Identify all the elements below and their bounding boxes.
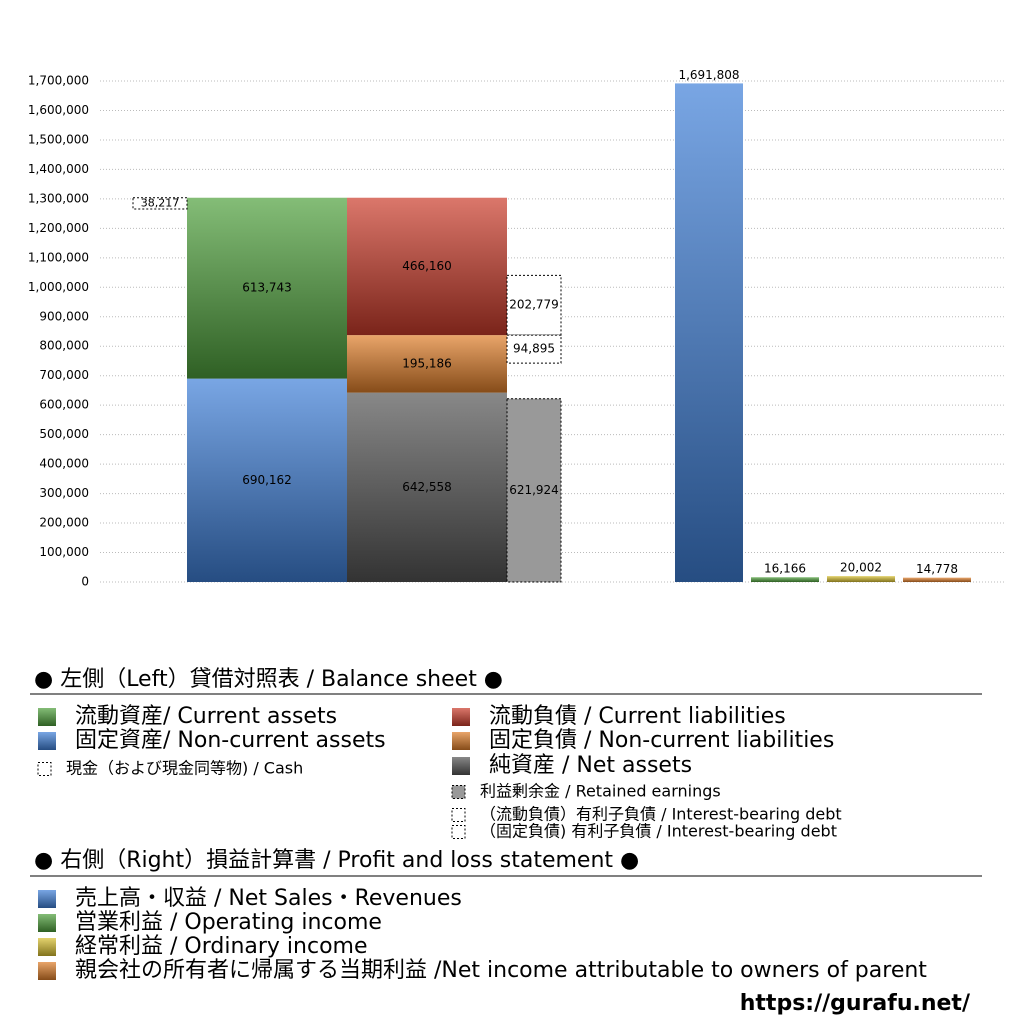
data-label: 621,924 xyxy=(509,483,559,497)
legend-label: 現金（および現金同等物) / Cash xyxy=(66,759,303,778)
data-label: 1,691,808 xyxy=(678,68,739,82)
data-label: 466,160 xyxy=(402,259,452,273)
y-tick-label: 1,600,000 xyxy=(28,103,89,117)
y-tick-label: 900,000 xyxy=(39,309,89,323)
y-tick-label: 100,000 xyxy=(39,545,89,559)
bar xyxy=(347,197,507,336)
bar xyxy=(347,335,507,393)
legend-label: 営業利益 / Operating income xyxy=(75,910,382,935)
legend-swatch xyxy=(38,962,56,980)
y-tick-label: 1,100,000 xyxy=(28,250,89,264)
legend-label: 流動資産/ Current assets xyxy=(75,704,337,729)
data-label: 202,779 xyxy=(509,298,559,312)
legend-swatch xyxy=(37,762,52,776)
legend-swatch xyxy=(452,708,470,726)
balance-sheet-title: ● 左側（Left）貸借対照表 / Balance sheet ● xyxy=(34,667,503,692)
y-tick-label: 400,000 xyxy=(39,457,89,471)
legend-label: 固定負債 / Non-current liabilities xyxy=(489,728,834,753)
y-tick-label: 800,000 xyxy=(39,339,89,353)
legend-label: 親会社の所有者に帰属する当期利益 /Net income attributabl… xyxy=(75,958,927,983)
data-label: 16,166 xyxy=(764,562,806,576)
legend-swatch xyxy=(38,708,56,726)
legend-label: （固定負債) 有利子負債 / Interest-bearing debt xyxy=(480,822,837,841)
legend-label: 固定資産/ Non-current assets xyxy=(75,728,386,753)
y-tick-label: 300,000 xyxy=(39,486,89,500)
y-tick-label: 200,000 xyxy=(39,516,89,530)
y-tick-label: 1,400,000 xyxy=(28,162,89,176)
legend-swatch xyxy=(38,890,56,908)
legend-swatch xyxy=(451,825,466,839)
bar xyxy=(132,197,188,210)
legend-label: 利益剰余金 / Retained earnings xyxy=(480,782,721,801)
bar xyxy=(506,334,562,364)
y-tick-label: 1,700,000 xyxy=(28,74,89,88)
legend-swatch xyxy=(38,732,56,750)
bar xyxy=(506,398,562,583)
legend-label: 流動負債 / Current liabilities xyxy=(489,704,786,729)
y-tick-label: 1,500,000 xyxy=(28,132,89,146)
bar xyxy=(675,83,743,582)
legend-label: 売上高・収益 / Net Sales・Revenues xyxy=(75,886,462,911)
data-label: 613,743 xyxy=(242,281,292,295)
data-label: 14,778 xyxy=(916,562,958,576)
data-label: 94,895 xyxy=(513,342,555,356)
bar xyxy=(187,378,347,582)
source: https://gurafu.net/ xyxy=(740,991,971,1016)
y-tick-label: 1,200,000 xyxy=(28,221,89,235)
legend-swatch xyxy=(452,757,470,775)
y-tick-label: 700,000 xyxy=(39,368,89,382)
bar xyxy=(506,274,562,336)
legend-swatch xyxy=(451,808,466,822)
legend-swatch xyxy=(452,732,470,750)
legend-label: 経常利益 / Ordinary income xyxy=(75,934,368,959)
legend-swatch xyxy=(38,914,56,932)
data-label: 20,002 xyxy=(840,561,882,575)
legend-label: （流動負債）有利子負債 / Interest-bearing debt xyxy=(480,805,842,824)
data-label: 195,186 xyxy=(402,356,452,370)
y-tick-label: 1,000,000 xyxy=(28,280,89,294)
bar xyxy=(187,197,347,379)
y-tick-label: 500,000 xyxy=(39,427,89,441)
data-label: 690,162 xyxy=(242,473,292,487)
bar xyxy=(827,576,895,582)
bar xyxy=(903,577,971,582)
data-label: 642,558 xyxy=(402,480,452,494)
legend-swatch xyxy=(38,938,56,956)
y-tick-label: 1,300,000 xyxy=(28,191,89,205)
bar xyxy=(347,392,507,582)
data-label: 38,217 xyxy=(141,196,180,209)
legend-label: 純資産 / Net assets xyxy=(489,753,692,778)
legend-swatch xyxy=(451,785,466,799)
pl-title: ● 右側（Right）損益計算書 / Profit and loss state… xyxy=(34,848,639,873)
bar xyxy=(751,577,819,582)
y-tick-label: 600,000 xyxy=(39,398,89,412)
y-tick-label: 0 xyxy=(81,575,89,589)
